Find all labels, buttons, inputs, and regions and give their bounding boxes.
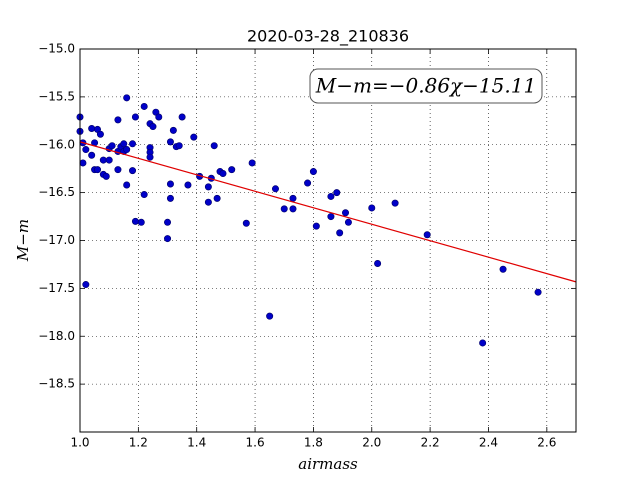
data-point xyxy=(123,94,131,102)
data-point xyxy=(169,126,177,134)
y-tick-label: −18.0 xyxy=(38,329,75,343)
data-point xyxy=(149,123,157,131)
data-point xyxy=(248,159,256,167)
data-point xyxy=(228,166,236,174)
data-point xyxy=(499,265,507,273)
data-point xyxy=(129,140,137,148)
data-point xyxy=(374,259,382,267)
x-tick-label: 2.2 xyxy=(421,436,440,450)
data-point xyxy=(336,229,344,237)
data-point xyxy=(131,113,139,121)
data-point xyxy=(140,102,148,110)
data-point xyxy=(79,159,87,167)
x-tick-label: 2.6 xyxy=(537,436,556,450)
data-point xyxy=(131,217,139,225)
data-point xyxy=(105,156,113,164)
data-point xyxy=(129,167,137,175)
data-point xyxy=(108,142,116,150)
data-point xyxy=(534,288,542,296)
data-point xyxy=(164,218,172,226)
data-point xyxy=(204,198,212,206)
x-tick-label: 1.4 xyxy=(187,436,206,450)
data-point xyxy=(114,116,122,124)
y-tick-label: −17.5 xyxy=(38,281,75,295)
data-point xyxy=(219,169,227,177)
y-tick-label: −15.5 xyxy=(38,89,75,103)
data-point xyxy=(368,204,376,212)
data-point xyxy=(342,209,350,217)
data-point xyxy=(166,180,174,188)
data-point xyxy=(304,179,312,187)
plot-area: 1.0 1.2 1.4 1.6 1.8 2.0 2.2 2.4 2.6 −15.0 −15.5 −16… xyxy=(38,42,577,450)
x-tick-label: 2.0 xyxy=(362,436,381,450)
data-point xyxy=(312,222,320,230)
data-point xyxy=(479,339,487,347)
data-point xyxy=(242,219,250,227)
data-point xyxy=(327,213,335,221)
data-point xyxy=(344,218,352,226)
x-tick-label: 1.2 xyxy=(129,436,148,450)
data-point xyxy=(82,281,90,289)
data-point xyxy=(88,151,96,159)
data-point xyxy=(96,130,104,138)
data-point xyxy=(123,181,131,189)
y-tick-label: −17.0 xyxy=(38,233,75,247)
fit-line xyxy=(79,141,577,283)
y-tick-label: −16.5 xyxy=(38,185,75,199)
data-point xyxy=(423,231,431,239)
x-axis-label: airmass xyxy=(298,455,358,473)
data-point xyxy=(280,205,288,213)
data-point xyxy=(309,168,317,176)
data-point xyxy=(289,205,297,213)
x-tick-label: 2.4 xyxy=(479,436,498,450)
data-point xyxy=(137,218,145,226)
annotation: M−m=−0.86χ−15.11 xyxy=(315,74,536,98)
data-point xyxy=(266,312,274,320)
data-point xyxy=(175,142,183,150)
data-point xyxy=(190,133,198,141)
data-point xyxy=(140,191,148,199)
data-point xyxy=(327,192,335,200)
data-point xyxy=(210,142,218,150)
data-point xyxy=(289,194,297,202)
data-point xyxy=(94,166,102,174)
data-point xyxy=(166,138,174,146)
y-axis-label: M−m xyxy=(14,219,32,262)
annotation-box xyxy=(309,68,543,104)
x-tick-label: 1.0 xyxy=(70,436,89,450)
data-point xyxy=(391,199,399,207)
data-point xyxy=(88,124,96,132)
data-point xyxy=(82,146,90,154)
data-point xyxy=(178,113,186,121)
data-point xyxy=(155,113,163,121)
data-point xyxy=(213,194,221,202)
data-point xyxy=(164,235,172,243)
data-point xyxy=(184,181,192,189)
data-point xyxy=(166,194,174,202)
data-point xyxy=(99,156,107,164)
plot-frame xyxy=(79,48,577,433)
data-point xyxy=(146,153,154,161)
data-point xyxy=(271,185,279,193)
data-point xyxy=(114,166,122,174)
x-tick-label: 1.6 xyxy=(246,436,265,450)
data-point xyxy=(123,146,131,154)
x-tick-label: 1.8 xyxy=(304,436,323,450)
data-point xyxy=(333,189,341,197)
y-tick-label: −18.5 xyxy=(38,377,75,391)
y-tick-label: −15.0 xyxy=(38,42,75,56)
data-point xyxy=(120,140,128,148)
y-tick-label: −16.0 xyxy=(38,137,75,151)
data-point xyxy=(204,183,212,191)
data-point xyxy=(102,172,110,180)
chart-title: 2020-03-28_210836 xyxy=(247,27,409,47)
